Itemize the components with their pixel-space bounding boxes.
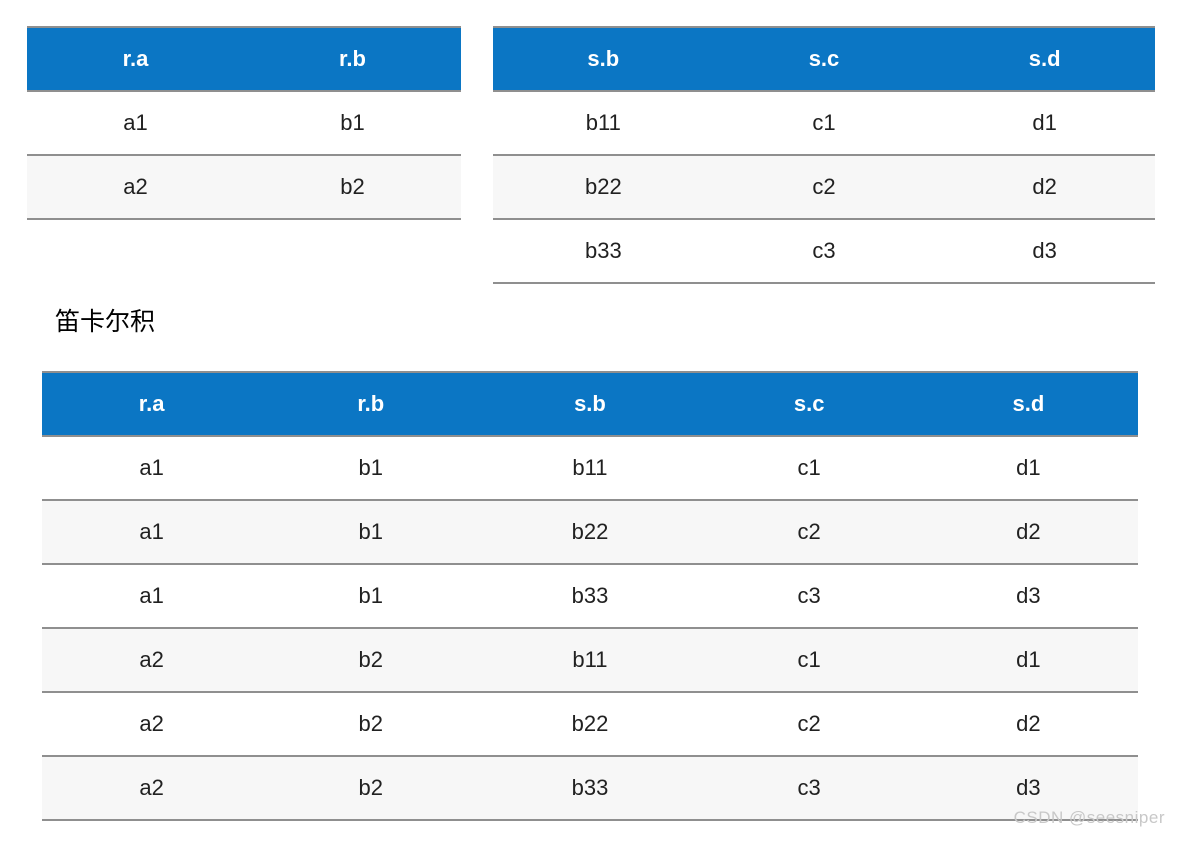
table-cell: a2 — [139, 775, 164, 800]
table-row: b22 c2 d2 — [493, 155, 1155, 219]
table-cell: b1 — [358, 519, 384, 544]
table-cell: b2 — [358, 775, 384, 800]
table-row: a2 b2 b11 c1 d1 — [42, 628, 1138, 692]
table-cell: d1 — [1016, 647, 1041, 672]
table-cell: b33 — [571, 775, 609, 800]
table-row: b11 c1 d1 — [493, 91, 1155, 155]
header-row: r.a r.b — [27, 27, 461, 91]
column-header: s.c — [713, 27, 935, 91]
relation-s-table-container: s.b s.c s.d b11 c1 d1 b22 c2 d2 b33 c3 d3 — [493, 26, 1155, 284]
header-row: r.a r.b s.b s.c s.d — [42, 372, 1138, 436]
table-cell: b11 — [572, 647, 608, 672]
table-cell: b2 — [340, 174, 365, 199]
table-cell: a2 — [139, 647, 164, 672]
table-cell: d3 — [1032, 238, 1057, 263]
table-row: a1 b1 b33 c3 d3 — [42, 564, 1138, 628]
column-header: r.b — [261, 372, 481, 436]
table-cell: c3 — [797, 775, 821, 800]
table-cell: d1 — [1032, 110, 1057, 135]
column-header: s.c — [699, 372, 919, 436]
table-cell: d3 — [1016, 583, 1041, 608]
relation-r-table-container: r.a r.b a1 b1 a2 b2 — [27, 26, 461, 220]
table-cell: c2 — [797, 519, 821, 544]
section-label-cartesian-product: 笛卡尔积 — [55, 308, 156, 336]
table-cell: b22 — [584, 174, 622, 199]
table-cell: c2 — [797, 711, 821, 736]
table-row: b33 c3 d3 — [493, 219, 1155, 283]
table-cell: a1 — [139, 519, 164, 544]
table-cell: b22 — [571, 519, 609, 544]
table-cell: b1 — [358, 455, 384, 480]
table-row: a1 b1 b22 c2 d2 — [42, 500, 1138, 564]
table-cell: a2 — [123, 174, 148, 199]
cartesian-product-table: r.a r.b s.b s.c s.d a1 b1 b11 c1 d1 a1 b1 b22 c2 d2 a1 b… — [42, 371, 1138, 821]
relation-s-table: s.b s.c s.d b11 c1 d1 b22 c2 d2 b33 c3 d3 — [493, 26, 1155, 284]
table-cell: b2 — [358, 647, 384, 672]
table-cell: c1 — [797, 455, 821, 480]
cartesian-product-table-container: r.a r.b s.b s.c s.d a1 b1 b11 c1 d1 a1 b1 b22 c2 d2 a1 b… — [42, 371, 1138, 821]
table-cell: a1 — [139, 455, 164, 480]
table-cell: b11 — [572, 455, 608, 480]
table-row: a1 b1 — [27, 91, 461, 155]
table-row: a2 b2 b22 c2 d2 — [42, 692, 1138, 756]
table-cell: b1 — [340, 110, 365, 135]
table-row: a2 b2 — [27, 155, 461, 219]
table-cell: d3 — [1016, 775, 1041, 800]
table-cell: a1 — [139, 583, 164, 608]
table-cell: c3 — [797, 583, 821, 608]
table-cell: b33 — [584, 238, 622, 263]
table-cell: b22 — [571, 711, 609, 736]
table-cell: c3 — [812, 238, 836, 263]
table-cell: c1 — [812, 110, 836, 135]
column-header: s.b — [493, 27, 714, 91]
table-cell: a2 — [139, 711, 164, 736]
table-cell: c2 — [812, 174, 836, 199]
table-cell: b1 — [358, 583, 384, 608]
column-header: r.a — [27, 27, 244, 91]
table-cell: d2 — [1016, 519, 1041, 544]
table-row: a1 b1 b11 c1 d1 — [42, 436, 1138, 500]
table-cell: c1 — [797, 647, 821, 672]
table-cell: a1 — [123, 110, 148, 135]
table-cell: d2 — [1032, 174, 1057, 199]
table-cell: b11 — [585, 110, 621, 135]
header-row: s.b s.c s.d — [493, 27, 1155, 91]
column-header: r.a — [42, 372, 262, 436]
column-header: s.b — [480, 372, 700, 436]
table-cell: b2 — [358, 711, 384, 736]
column-header: s.d — [934, 27, 1155, 91]
table-cell: d1 — [1016, 455, 1041, 480]
table-cell: d2 — [1016, 711, 1041, 736]
watermark: CSDN @seesniper — [1013, 808, 1165, 827]
table-cell: b33 — [571, 583, 609, 608]
table-row: a2 b2 b33 c3 d3 — [42, 756, 1138, 820]
column-header: r.b — [244, 27, 461, 91]
relation-r-table: r.a r.b a1 b1 a2 b2 — [27, 26, 461, 220]
column-header: s.d — [918, 372, 1138, 436]
